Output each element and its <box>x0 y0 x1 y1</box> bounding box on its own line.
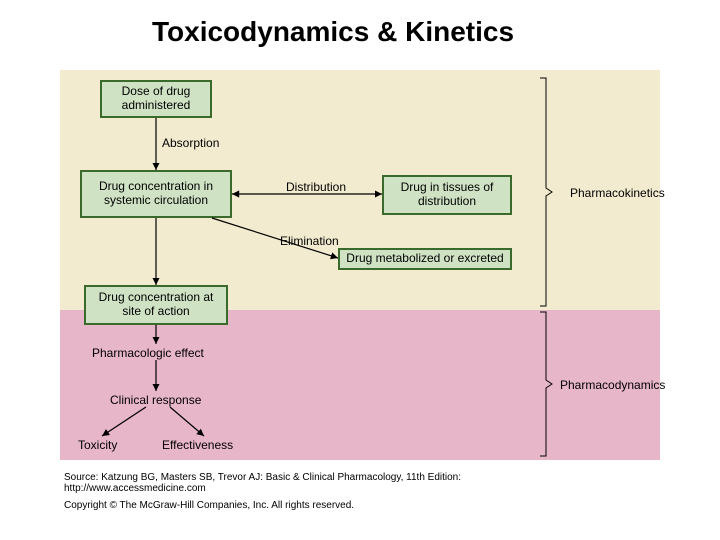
source-line1: Source: Katzung BG, Masters SB, Trevor A… <box>64 472 484 494</box>
label-effectiveness: Effectiveness <box>162 438 233 452</box>
label-distribution: Distribution <box>286 180 346 194</box>
label-pharmacologic-effect: Pharmacologic effect <box>92 346 204 360</box>
box-metabolized: Drug metabolized or excreted <box>338 248 512 270</box>
box-dose-text: Dose of drug administered <box>106 85 206 113</box>
label-clinical-response: Clinical response <box>110 393 201 407</box>
label-absorption: Absorption <box>162 136 219 150</box>
source-line2: Copyright © The McGraw-Hill Companies, I… <box>64 500 484 511</box>
box-tiss-text: Drug in tissues of distribution <box>388 181 506 209</box>
box-metab-text: Drug metabolized or excreted <box>346 252 503 266</box>
box-tissues: Drug in tissues of distribution <box>382 175 512 215</box>
box-sys-text: Drug concentration in systemic circulati… <box>86 180 226 208</box>
label-pharmacodynamics: Pharmacodynamics <box>560 378 665 392</box>
label-pharmacokinetics: Pharmacokinetics <box>570 186 665 200</box>
page-title: Toxicodynamics & Kinetics <box>152 16 514 48</box>
box-site-text: Drug concentration at site of action <box>90 291 222 319</box>
label-toxicity: Toxicity <box>78 438 117 452</box>
box-systemic-circulation: Drug concentration in systemic circulati… <box>80 170 232 218</box>
box-dose: Dose of drug administered <box>100 80 212 118</box>
source-citation: Source: Katzung BG, Masters SB, Trevor A… <box>64 472 484 511</box>
box-site-of-action: Drug concentration at site of action <box>84 285 228 325</box>
label-elimination: Elimination <box>280 234 339 248</box>
